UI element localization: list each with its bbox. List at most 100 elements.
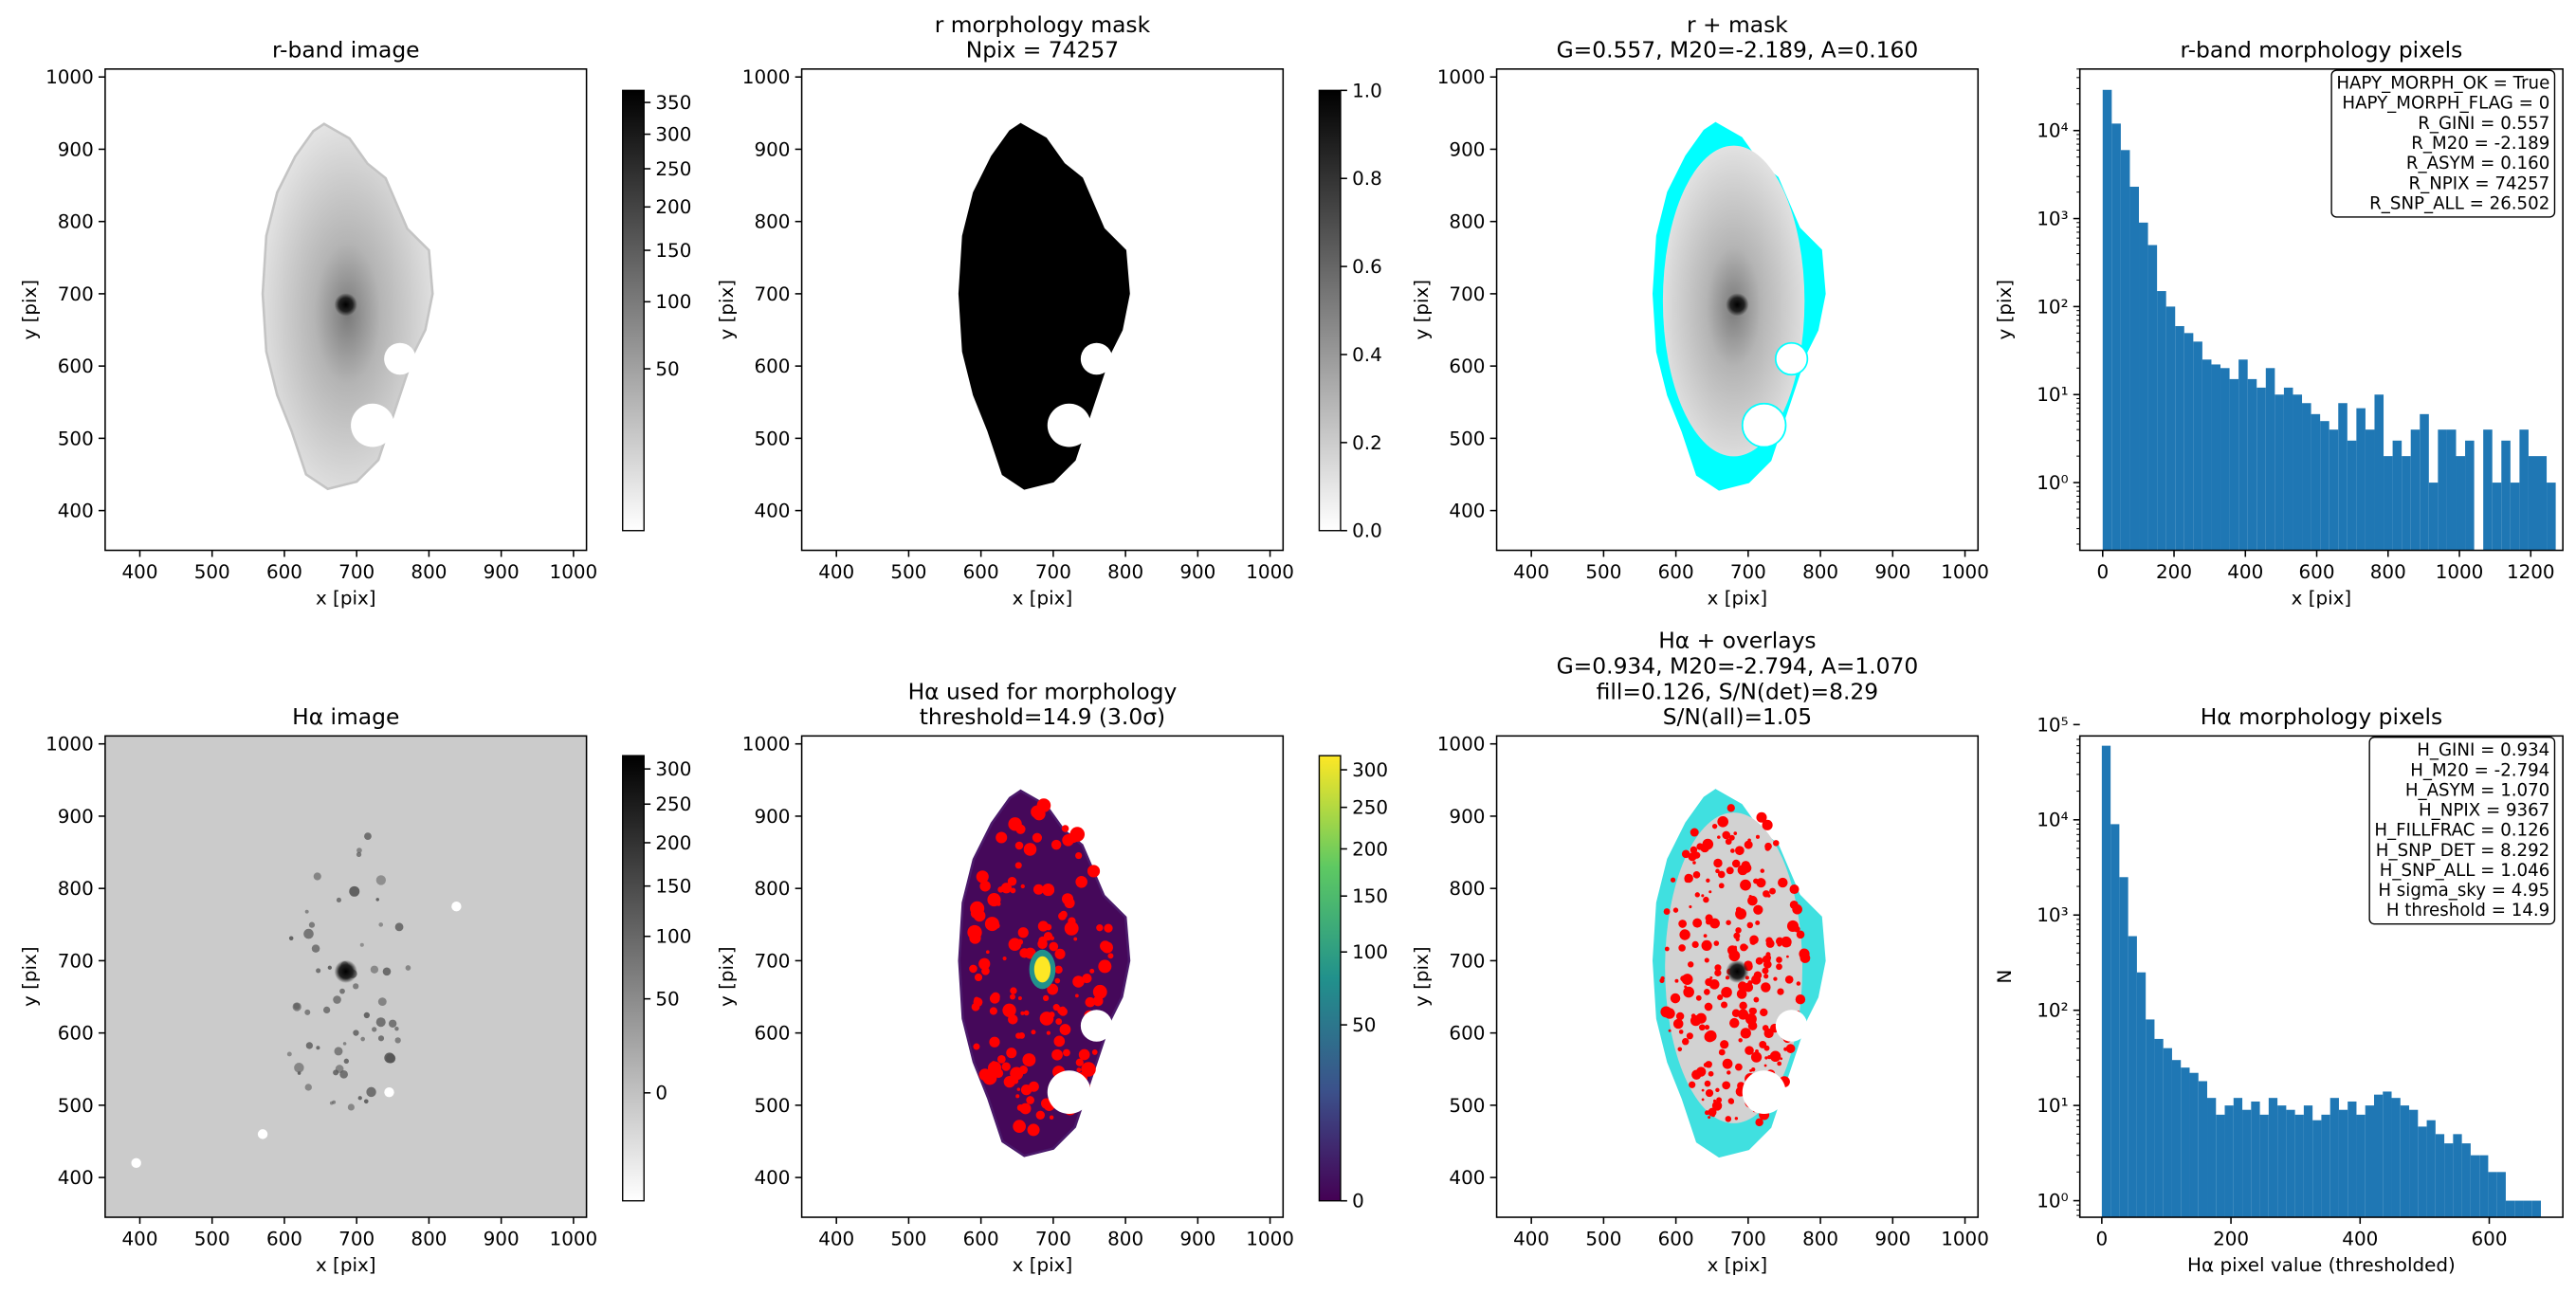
overlay-dot	[1032, 884, 1044, 895]
bar	[2488, 1172, 2497, 1218]
overlay-dot	[991, 1061, 996, 1066]
overlay-dot	[1740, 943, 1748, 952]
x-tick-label: 900	[1179, 561, 1215, 583]
overlay-dot	[1734, 1063, 1743, 1071]
annotation-line: H_M20 = -2.794	[2410, 760, 2549, 780]
colorbar-tick-label: 200	[655, 832, 691, 854]
x-tick-label: 900	[484, 561, 520, 583]
y-tick-label: 10³	[2037, 904, 2068, 926]
bar	[2523, 1200, 2532, 1218]
overlay-dot	[981, 966, 990, 975]
overlay-dot	[1091, 1049, 1098, 1055]
overlay-dot	[1695, 994, 1702, 1001]
colorbar-tick-label: 50	[655, 989, 679, 1011]
chart-title: r morphology mask	[935, 11, 1151, 38]
bar	[2211, 364, 2221, 551]
annotation-line: H_SNP_ALL = 1.046	[2380, 861, 2550, 881]
bar	[2329, 1098, 2339, 1218]
bar	[2479, 1155, 2489, 1218]
overlay-dot	[1075, 1058, 1084, 1066]
overlay-dot	[1075, 851, 1083, 860]
overlay-dot	[1027, 1123, 1040, 1137]
overlay-dot	[1760, 1008, 1768, 1017]
bar	[2294, 1114, 2304, 1218]
x-tick-label: 500	[194, 1228, 230, 1249]
overlay-dot	[979, 880, 991, 892]
colorbar-tick-label: 250	[655, 158, 691, 180]
bar	[2163, 1048, 2172, 1218]
overlay-dot	[1058, 1007, 1068, 1016]
overlay-dot	[1712, 1099, 1717, 1103]
plot-area	[958, 122, 1130, 490]
overlay-dot	[1755, 834, 1761, 839]
hii-region	[349, 885, 360, 897]
bar	[2111, 123, 2121, 551]
x-tick-label: 600	[1658, 1228, 1694, 1249]
y-tick-label: 700	[58, 283, 94, 305]
overlay-dot	[1735, 846, 1745, 856]
star-residual	[451, 902, 462, 912]
overlay-dot	[1714, 964, 1722, 972]
overlay-dot	[1762, 819, 1773, 830]
overlay-dot	[1731, 859, 1741, 868]
overlay-dot	[1694, 892, 1700, 898]
overlay-dot	[1042, 994, 1050, 1001]
hii-region	[303, 928, 314, 939]
bar	[2303, 1105, 2313, 1218]
y-tick-label: 10²	[2037, 1000, 2068, 1022]
star-residual	[257, 1129, 268, 1139]
y-tick-label: 10³	[2037, 208, 2068, 229]
x-tick-label: 700	[1730, 561, 1766, 583]
y-tick-label: 700	[754, 283, 790, 305]
bar	[2220, 368, 2230, 551]
bar	[2383, 1091, 2392, 1218]
overlay-dot	[1762, 1025, 1769, 1031]
overlay-dot	[1795, 993, 1806, 1005]
overlay-dot	[1689, 1081, 1696, 1088]
overlay-dot	[1763, 1064, 1767, 1067]
bar	[2277, 1105, 2287, 1218]
overlay-dot	[1677, 1047, 1683, 1052]
y-tick-label: 400	[754, 1167, 790, 1189]
bar	[2444, 1143, 2454, 1218]
hii-region	[366, 1086, 376, 1098]
overlay-dot	[1087, 865, 1101, 878]
overlay-dot	[1704, 1002, 1713, 1012]
chart-title: r-band morphology pixels	[2181, 37, 2463, 64]
overlay-dot	[1705, 1088, 1714, 1098]
overlay-dot	[1785, 941, 1791, 947]
overlay-dot	[1753, 971, 1763, 980]
overlay-dot	[1709, 918, 1720, 929]
mask-hole	[1742, 1070, 1786, 1115]
hii-region	[304, 1009, 311, 1015]
overlay-dot	[1717, 835, 1721, 839]
overlay-dot	[1800, 953, 1811, 963]
hii-region	[364, 832, 372, 841]
overlay-dot	[1663, 908, 1671, 916]
x-axis-label: x [pix]	[2292, 588, 2352, 610]
overlay-dot	[1747, 980, 1753, 986]
chart-title: Hα image	[292, 703, 399, 730]
x-tick-label: 400	[2227, 561, 2263, 583]
colorbar-tick-label: 0.0	[1352, 520, 1382, 542]
overlay-dot	[1064, 897, 1075, 909]
x-tick-label: 1000	[2436, 561, 2484, 583]
bar	[2238, 359, 2248, 551]
bar	[2224, 1105, 2234, 1218]
chart-title: Hα morphology pixels	[2201, 703, 2442, 730]
bar	[2510, 483, 2520, 551]
mask-hole	[1080, 342, 1113, 375]
colorbar	[1318, 755, 1342, 1202]
overlay-dot	[1756, 878, 1766, 888]
overlay-dot	[1020, 884, 1025, 889]
bar	[2456, 456, 2466, 551]
overlay-dot	[1762, 967, 1769, 975]
overlay-dot	[1722, 830, 1731, 840]
overlay-dot	[1690, 828, 1699, 837]
colorbar-tick-label: 350	[655, 92, 691, 114]
overlay-dot	[1101, 941, 1113, 954]
overlay-dot	[1722, 1058, 1733, 1069]
overlay-dot	[1692, 861, 1696, 865]
y-tick-label: 800	[1449, 878, 1485, 900]
